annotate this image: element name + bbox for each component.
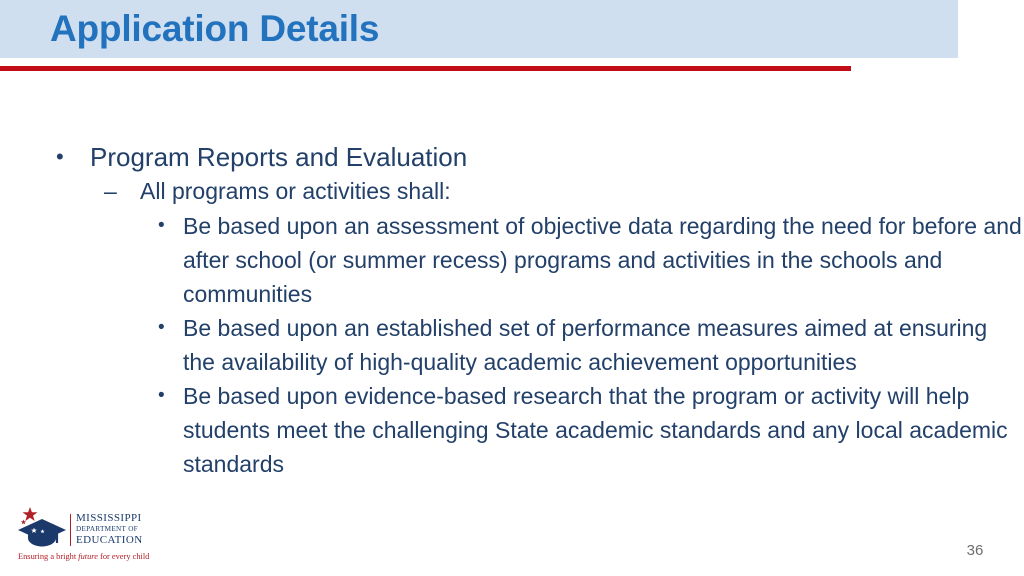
bullet-marker-icon: • [56, 144, 64, 169]
title-underline-rule [0, 66, 851, 71]
outline-item-level3: • Be based upon evidence-based research … [0, 379, 1024, 481]
outline-item-level3: • Be based upon an assessment of objecti… [0, 209, 1024, 311]
bullet-marker-icon: • [158, 385, 165, 406]
mississippi-department-of-education-logo: MISSISSIPPI DEPARTMENT OF EDUCATION Ensu… [14, 503, 150, 567]
logo-tagline-before: Ensuring a bright [18, 552, 79, 561]
logo-tagline-after: for every child [97, 552, 150, 561]
outline-item-level3-label: Be based upon an established set of perf… [183, 315, 988, 375]
logo-wordmark-line3: EDUCATION [76, 534, 143, 546]
slide-body: • Program Reports and Evaluation – All p… [0, 140, 1024, 481]
logo-wordmark-line2: DEPARTMENT OF [76, 525, 138, 533]
outline-item-level3-label: Be based upon evidence-based research th… [183, 383, 1008, 477]
logo-tagline: Ensuring a bright future for every child [18, 551, 150, 562]
bullet-marker-icon: • [158, 317, 165, 338]
title-banner [0, 0, 958, 58]
outline-item-level3-label: Be based upon an assessment of objective… [183, 213, 1022, 307]
logo-wordmark-line1: MISSISSIPPI [76, 512, 142, 524]
outline-item-level1-label: Program Reports and Evaluation [90, 142, 468, 172]
outline-item-level2-label: All programs or activities shall: [140, 178, 451, 204]
page-title: Application Details [50, 8, 380, 49]
logo-tagline-italic: future [78, 552, 98, 561]
dash-marker-icon: – [104, 178, 117, 204]
outline-item-level1: • Program Reports and Evaluation [0, 140, 1024, 174]
outline-item-level3: • Be based upon an established set of pe… [0, 311, 1024, 379]
graduation-cap-icon [18, 507, 66, 547]
bullet-marker-icon: • [158, 215, 165, 236]
logo-divider [70, 514, 71, 546]
outline-item-level2: – All programs or activities shall: [0, 176, 1024, 207]
logo-wordmark: MISSISSIPPI DEPARTMENT OF EDUCATION [76, 512, 148, 547]
page-number: 36 [966, 542, 984, 559]
